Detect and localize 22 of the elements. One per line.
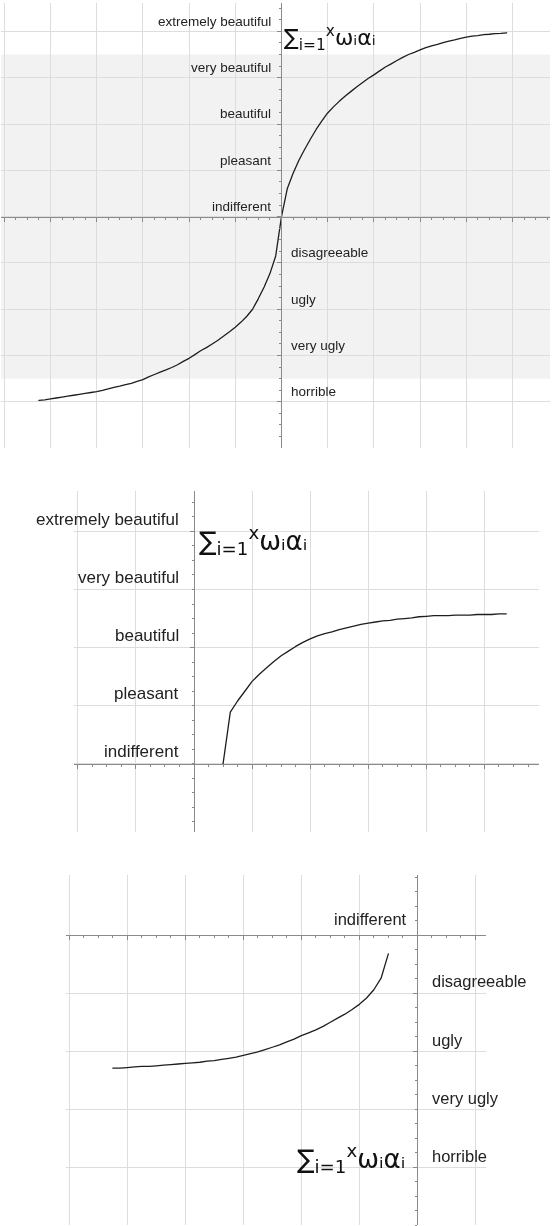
annotation: pleasant: [220, 153, 272, 168]
annotation: very beautiful: [191, 60, 272, 75]
text: very ugly: [432, 1089, 499, 1107]
annotation: horrible: [291, 384, 337, 399]
text: ∑$_{i=1}$$^{x}$ωᵢαᵢ: [297, 1140, 406, 1178]
text: horrible: [432, 1147, 488, 1165]
annotation: pleasant: [114, 684, 179, 703]
annotation: ∑$_{i=1}$$^{x}$ωᵢαᵢ: [284, 22, 376, 54]
text: ∑$_{i=1}$$^{x}$ωᵢαᵢ: [199, 522, 308, 560]
annotation: very ugly: [291, 338, 346, 353]
annotation: disagreeable: [432, 972, 527, 990]
annotation: disagreeable: [291, 245, 369, 260]
text: extremely beautiful: [36, 510, 179, 529]
text: very beautiful: [78, 568, 180, 587]
annotation: beautiful: [220, 106, 272, 121]
annotation: ugly: [432, 1031, 464, 1049]
text: indifferent: [334, 910, 407, 928]
annotation: ugly: [291, 292, 317, 307]
annotation: indifferent: [212, 199, 272, 214]
annotation: indifferent: [104, 742, 179, 761]
text: extremely beautiful: [158, 14, 272, 29]
annotation: beautiful: [115, 626, 180, 645]
